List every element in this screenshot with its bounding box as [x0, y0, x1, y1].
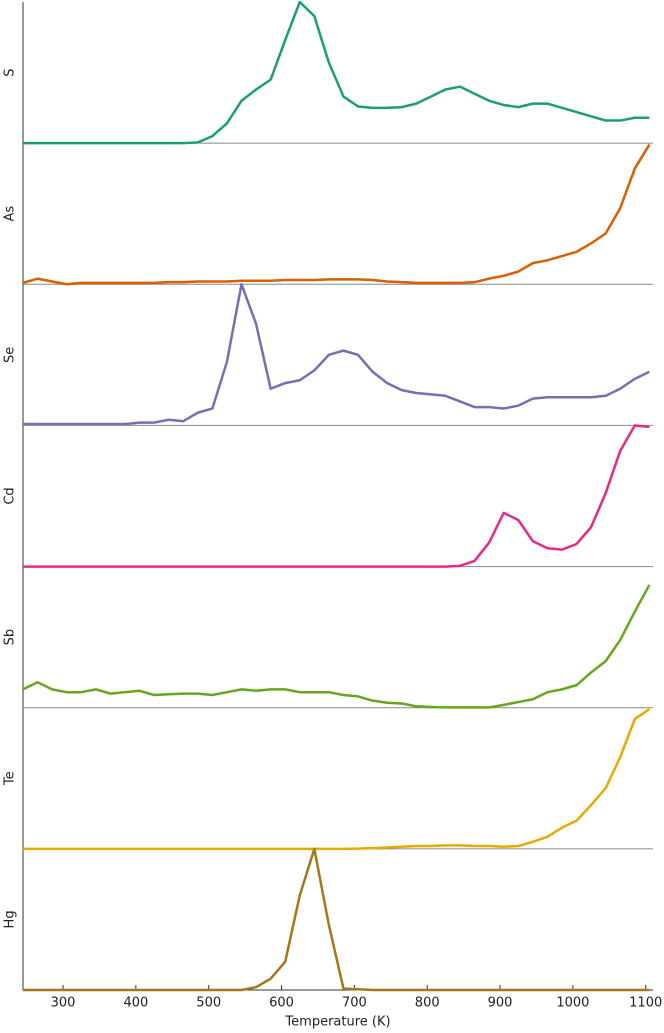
series-line — [23, 283, 650, 426]
series-label: Se — [3, 347, 18, 363]
series-label: Te — [3, 771, 18, 786]
x-tick-label: 900 — [488, 996, 513, 1011]
x-tick-label: 500 — [196, 996, 221, 1011]
series-line — [22, 584, 651, 709]
series-line — [23, 708, 651, 851]
x-tick-label: 700 — [342, 996, 367, 1011]
series-line — [23, 847, 650, 992]
x-tick-label: 400 — [123, 996, 148, 1011]
series-line — [22, 143, 651, 286]
series-line — [23, 0, 650, 145]
series-label: S — [3, 68, 18, 76]
x-tick-label: 600 — [269, 996, 294, 1011]
series-label: As — [3, 206, 18, 222]
x-tick-label: 1000 — [556, 996, 589, 1011]
series-label: Cd — [3, 487, 18, 504]
x-tick-label: 1100 — [629, 996, 662, 1011]
series-label: Hg — [3, 910, 18, 928]
x-tick-label: 800 — [415, 996, 440, 1011]
series-line — [23, 424, 650, 568]
x-tick-label: 300 — [51, 996, 76, 1011]
x-axis-label: Temperature (K) — [284, 1015, 390, 1030]
series-label: Sb — [3, 629, 18, 646]
